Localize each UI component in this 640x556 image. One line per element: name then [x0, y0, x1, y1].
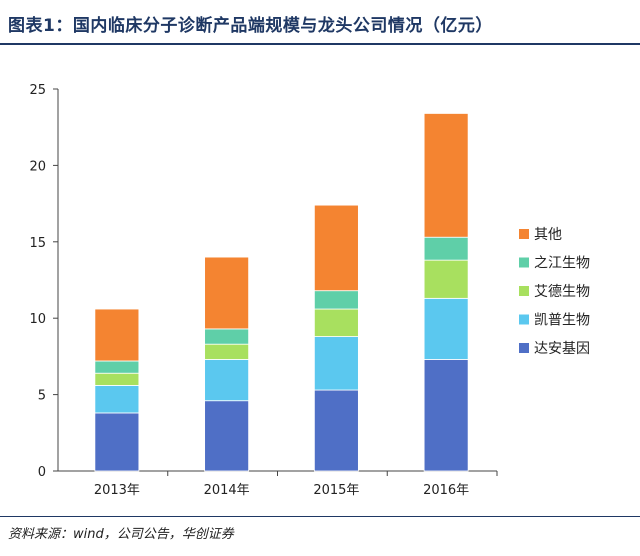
- x-tick-label: 2016年: [423, 483, 469, 498]
- x-axis-labels: 2013年 2014年 2015年 2016年: [94, 471, 498, 498]
- legend-swatch: [519, 257, 529, 268]
- bar-segment: [204, 256, 250, 330]
- bar-segment: [94, 360, 140, 374]
- legend-label: 之江生物: [534, 256, 590, 272]
- chart-title: 图表1：国内临床分子诊断产品端规模与龙头公司情况（亿元）: [8, 16, 493, 36]
- y-tick-label: 25: [29, 83, 46, 98]
- title-divider: [0, 43, 640, 45]
- legend-label: 达安基因: [534, 340, 590, 357]
- bar-segment: [423, 113, 469, 238]
- legend-swatch: [519, 314, 529, 325]
- bar-segment: [94, 412, 140, 472]
- source-note: 资料来源：wind，公司公告，华创证券: [8, 527, 234, 542]
- y-tick-label: 20: [29, 159, 46, 174]
- legend-swatch: [519, 343, 529, 353]
- legend-swatch: [519, 286, 529, 296]
- source-divider: [0, 516, 640, 517]
- bar-segment: [94, 385, 140, 414]
- bar-segment: [313, 308, 359, 337]
- bar-segment: [204, 400, 250, 472]
- y-tick-label: 15: [29, 236, 46, 251]
- bar-segment: [313, 336, 359, 391]
- bar-segment: [313, 389, 359, 472]
- legend-label: 艾德生物: [534, 284, 590, 300]
- legend-swatch: [519, 229, 529, 239]
- y-tick-label: 5: [38, 389, 46, 404]
- y-axis-ticks: 0 5 10 15 20 25: [29, 83, 58, 480]
- bar-segment: [94, 308, 140, 362]
- bar-segment: [423, 259, 469, 299]
- bar-segment: [204, 359, 250, 402]
- legend-label: 凯普生物: [534, 313, 590, 329]
- y-tick-label: 0: [38, 465, 46, 480]
- bar-group: [94, 113, 469, 472]
- bar-segment: [313, 204, 359, 292]
- bar-segment: [423, 297, 469, 360]
- x-tick-label: 2013年: [94, 483, 140, 498]
- bar-segment: [423, 359, 469, 472]
- bar-segment: [423, 236, 469, 261]
- y-tick-label: 10: [29, 312, 46, 327]
- bar-segment: [313, 290, 359, 310]
- bar-segment: [94, 372, 140, 386]
- x-tick-label: 2015年: [313, 483, 359, 498]
- legend-label: 其他: [534, 227, 562, 243]
- stacked-bar-chart: 0 5 10 15 20 25 2013年 2014年 2015年 2016年 其他之江生物艾德…: [29, 83, 590, 498]
- bar-segment: [204, 343, 250, 360]
- bar-segment: [204, 328, 250, 345]
- x-tick-label: 2014年: [204, 483, 250, 498]
